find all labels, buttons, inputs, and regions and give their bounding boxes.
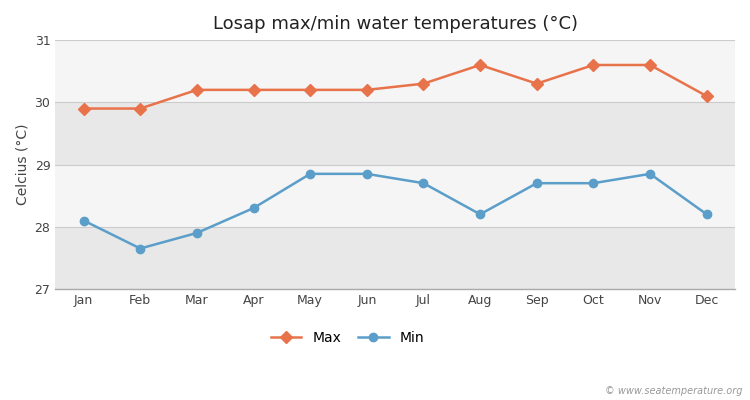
Max: [419, 81, 428, 86]
Bar: [56, 164, 735, 227]
Min: [136, 246, 145, 251]
Min: [589, 181, 598, 186]
Max: [362, 88, 371, 92]
Bar: [56, 40, 735, 102]
Max: [589, 62, 598, 67]
Legend: Max, Min: Max, Min: [271, 331, 424, 345]
Min: [532, 181, 542, 186]
Max: [532, 81, 542, 86]
Max: [646, 62, 655, 67]
Max: [136, 106, 145, 111]
Y-axis label: Celcius (°C): Celcius (°C): [15, 124, 29, 205]
Min: [702, 212, 711, 217]
Min: [79, 218, 88, 223]
Line: Max: Max: [80, 61, 711, 113]
Max: [306, 88, 315, 92]
Text: © www.seatemperature.org: © www.seatemperature.org: [605, 386, 742, 396]
Max: [193, 88, 202, 92]
Bar: [56, 102, 735, 164]
Max: [249, 88, 258, 92]
Min: [306, 172, 315, 176]
Min: [476, 212, 484, 217]
Min: [362, 172, 371, 176]
Line: Min: Min: [80, 170, 711, 253]
Bar: [56, 227, 735, 289]
Min: [249, 206, 258, 210]
Min: [193, 230, 202, 235]
Min: [419, 181, 428, 186]
Max: [476, 62, 484, 67]
Max: [702, 94, 711, 98]
Max: [79, 106, 88, 111]
Min: [646, 172, 655, 176]
Title: Losap max/min water temperatures (°C): Losap max/min water temperatures (°C): [213, 15, 578, 33]
